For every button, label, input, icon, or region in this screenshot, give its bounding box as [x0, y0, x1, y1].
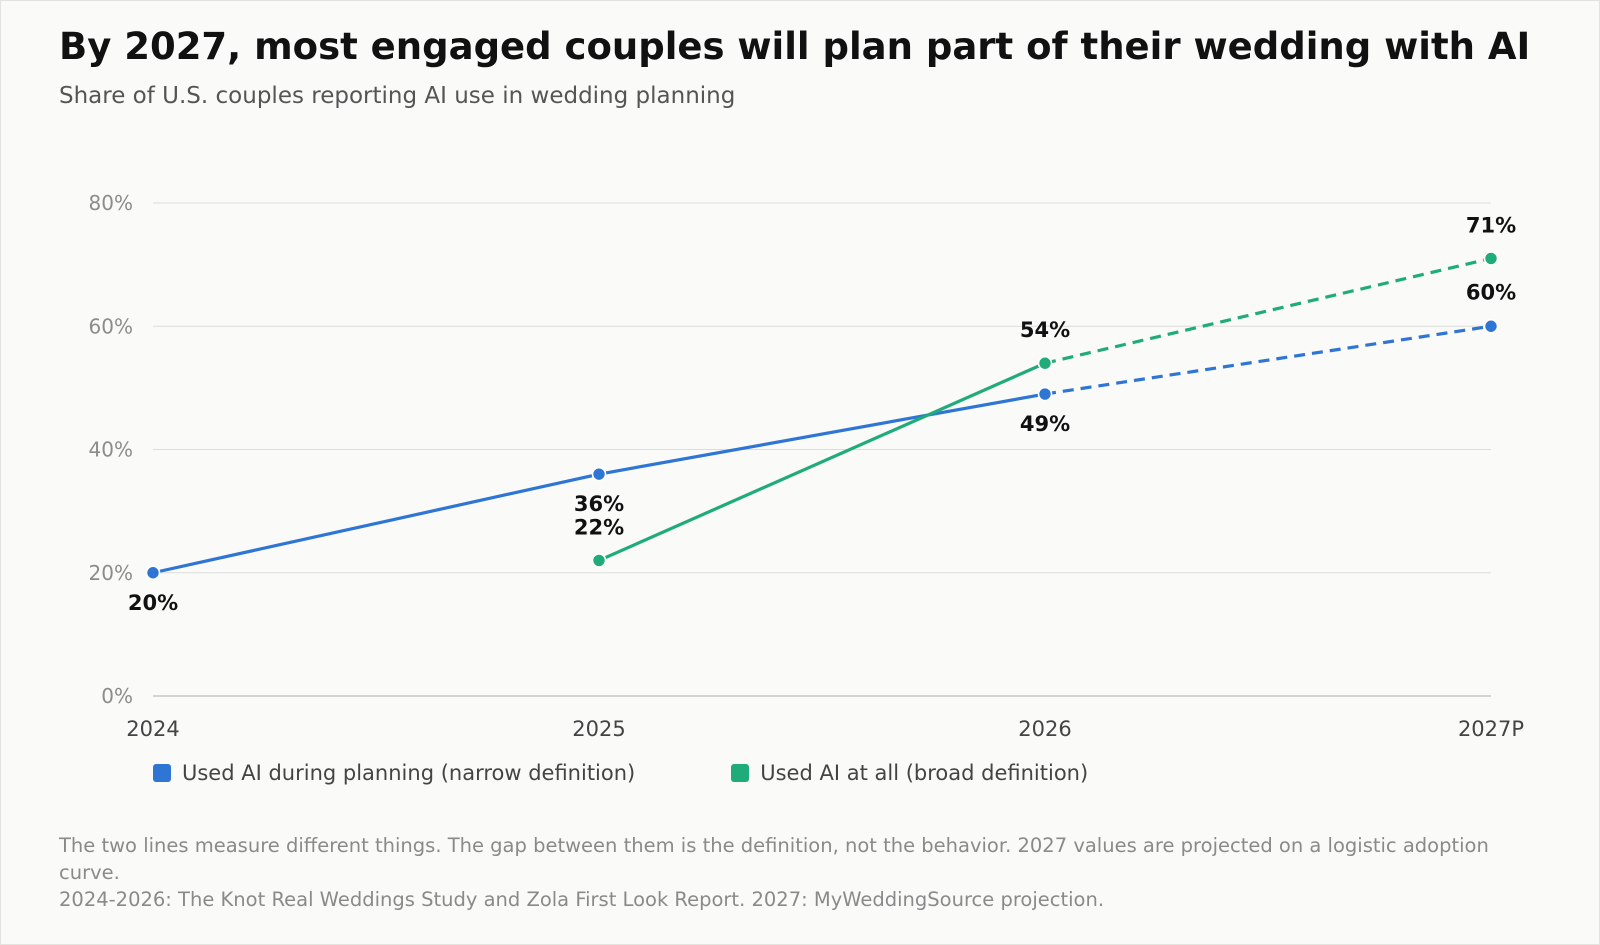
- data-label: 60%: [1466, 280, 1516, 304]
- data-point: [1483, 251, 1499, 266]
- legend-swatch-broad: [731, 764, 750, 782]
- data-label: 71%: [1466, 213, 1516, 237]
- y-tick-label: 80%: [89, 191, 133, 215]
- legend-swatch-narrow: [153, 764, 171, 782]
- data-label: 36%: [574, 492, 624, 516]
- legend-label-broad: Used AI at all (broad definition): [760, 761, 1089, 785]
- data-point: [1037, 355, 1053, 371]
- legend-item-narrow: Used AI during planning (narrow definiti…: [153, 761, 635, 785]
- series-line-projected: [1044, 256, 1492, 365]
- data-label: 54%: [1020, 318, 1070, 342]
- chart-title: By 2027, most engaged couples will plan …: [59, 25, 1531, 68]
- chart-subtitle: Share of U.S. couples reporting AI use i…: [59, 83, 736, 109]
- data-label: 22%: [574, 515, 624, 539]
- y-tick-label: 20%: [89, 561, 133, 585]
- x-tick-label: 2025: [572, 717, 625, 741]
- data-label: 49%: [1020, 412, 1070, 436]
- x-tick-label: 2026: [1018, 717, 1071, 741]
- footnote-source: 2024-2026: The Knot Real Weddings Study …: [59, 888, 1105, 911]
- y-tick-label: 60%: [89, 314, 133, 338]
- data-point: [1037, 386, 1053, 402]
- data-point: [145, 565, 161, 581]
- footnote: The two lines measure different things. …: [59, 832, 1509, 913]
- chart-legend: Used AI during planning (narrow definiti…: [153, 761, 1184, 785]
- series-line-projected: [1044, 324, 1492, 396]
- data-label: 20%: [128, 591, 178, 615]
- data-point: [591, 553, 607, 568]
- data-point: [1483, 318, 1499, 334]
- data-point: [591, 466, 607, 482]
- y-tick-label: 0%: [101, 684, 133, 708]
- x-tick-label: 2027P: [1458, 717, 1524, 741]
- legend-item-broad: Used AI at all (broad definition): [731, 761, 1088, 785]
- legend-label-narrow: Used AI during planning (narrow definiti…: [182, 761, 636, 785]
- y-tick-label: 40%: [89, 438, 133, 462]
- x-tick-label: 2024: [126, 717, 179, 741]
- series-line-observed: [598, 361, 1046, 562]
- footnote-note: The two lines measure different things. …: [59, 834, 1489, 884]
